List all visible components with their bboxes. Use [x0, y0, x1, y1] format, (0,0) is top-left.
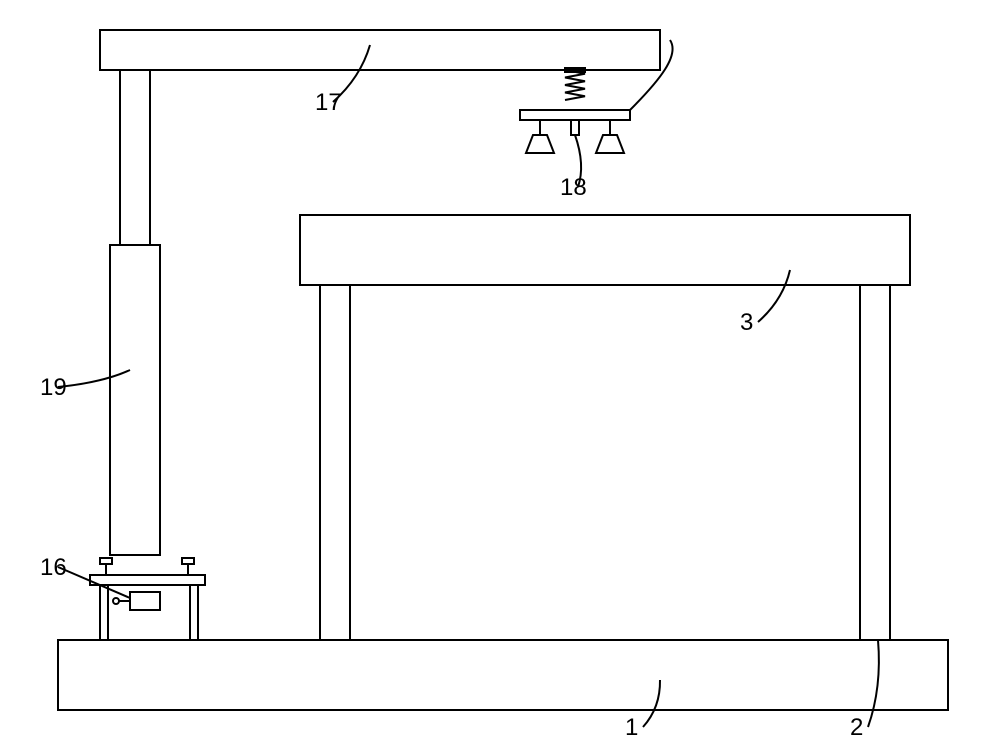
leader-l1: [643, 680, 660, 727]
motor-plate: [90, 575, 205, 585]
label-19: 19: [40, 374, 67, 401]
table-leg-left: [320, 285, 350, 640]
motor-body: [130, 592, 160, 610]
leader-l2: [868, 640, 879, 727]
table-top: [300, 215, 910, 285]
suction-bar: [520, 110, 630, 120]
label-3: 3: [740, 309, 753, 336]
label-1: 1: [625, 714, 638, 741]
label-2: 2: [850, 714, 863, 741]
suction-stem: [571, 120, 579, 135]
spring: [565, 70, 585, 100]
leader-l16: [58, 567, 130, 598]
label-16: 16: [40, 554, 67, 581]
label-18: 18: [560, 174, 587, 201]
suction-cup-left: [526, 135, 554, 153]
arm-bar: [100, 30, 660, 70]
leader-l19: [58, 370, 130, 387]
suction-cup-right: [596, 135, 624, 153]
arm-post-upper: [120, 70, 150, 245]
leader-l3: [758, 270, 790, 322]
hose: [630, 40, 673, 110]
arm-post-lower: [110, 245, 160, 555]
table-leg-right: [860, 285, 890, 640]
label-17: 17: [315, 89, 342, 116]
base-plate: [58, 640, 948, 710]
